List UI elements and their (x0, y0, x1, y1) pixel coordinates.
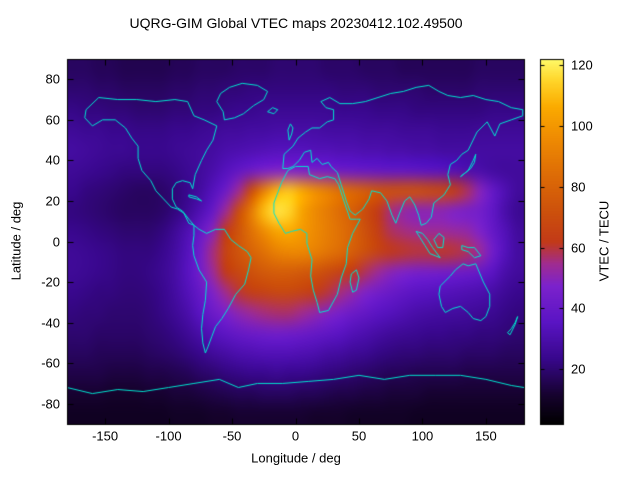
y-axis-label: Latitude / deg (8, 201, 24, 281)
y-tick-label: 80 (45, 71, 60, 87)
x-tick-label: 0 (291, 428, 300, 444)
colorbar-tick-label: 60 (571, 240, 586, 256)
x-tick-label: 100 (411, 428, 434, 444)
colorbar-tick-label: 120 (571, 57, 593, 73)
y-tick-label: -60 (41, 355, 60, 371)
colorbar-tick-label: 80 (571, 179, 586, 195)
x-tick-label: 50 (351, 428, 367, 444)
y-tick-label: -20 (41, 274, 60, 290)
x-tick-label: -50 (222, 428, 242, 444)
colorbar-tick-label: 40 (571, 300, 586, 316)
y-tick-label: -40 (41, 315, 60, 331)
y-tick-label: 20 (45, 193, 60, 209)
x-axis-label: Longitude / deg (251, 450, 341, 466)
y-tick-label: 60 (45, 112, 60, 128)
x-tick-label: -150 (92, 428, 119, 444)
colorbar-tick-label: 20 (571, 361, 586, 377)
chart-title: UQRG-GIM Global VTEC maps 20230412.102.4… (129, 15, 463, 31)
y-tick-label: 40 (45, 152, 60, 168)
colorbar-tick-label: 100 (571, 118, 593, 134)
y-tick-label: 0 (52, 234, 60, 249)
x-tick-label: 150 (475, 428, 497, 444)
colorbar-label: VTEC / TECU (596, 200, 612, 282)
y-tick-label: -80 (41, 396, 60, 412)
x-tick-label: -100 (155, 428, 182, 444)
